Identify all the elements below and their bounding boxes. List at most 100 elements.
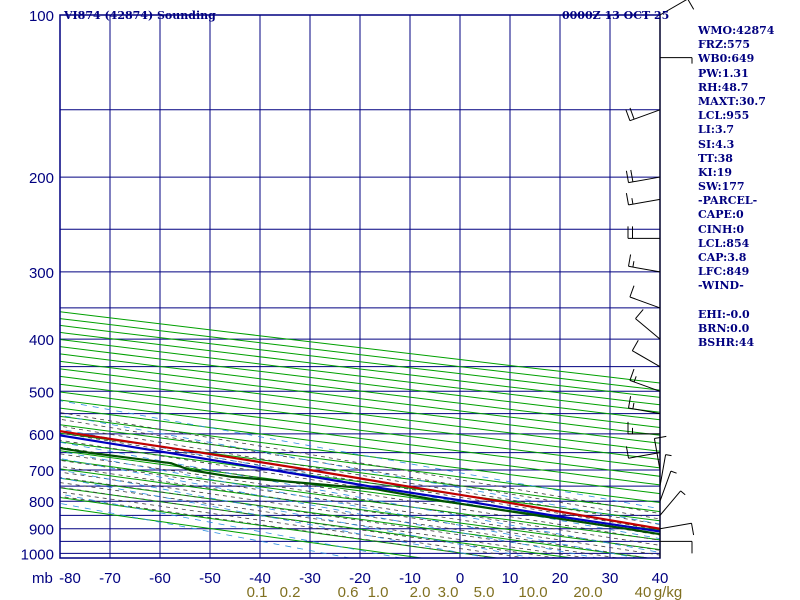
moist-adiabat — [60, 425, 660, 525]
wind-barb-shaft — [659, 0, 687, 16]
mixing-ratio-line — [60, 493, 403, 558]
index-item: EHI:-0.0 — [698, 307, 750, 321]
index-item: WMO:42874 — [698, 24, 775, 37]
dry-adiabat — [60, 318, 660, 391]
mixing-ratio-label: g/kg — [654, 584, 682, 600]
dry-adiabat — [60, 383, 660, 460]
wind-barb-flag — [629, 285, 635, 298]
wind-barb — [659, 490, 686, 516]
wind-barb-shaft — [653, 438, 661, 471]
wind-barb-flag — [654, 435, 667, 439]
wind-barb-shaft — [635, 318, 661, 340]
y-tick-label: 100 — [29, 8, 54, 25]
moist-adiabat — [60, 495, 500, 558]
dry-adiabat — [60, 311, 660, 384]
moist-adiabat — [60, 491, 530, 558]
moist-adiabat — [60, 477, 621, 558]
chart-time: 0000Z 13 OCT 25 — [562, 9, 670, 22]
y-tick-label: 700 — [29, 463, 54, 480]
y-tick-label: 500 — [29, 384, 54, 401]
mixing-ratio-label: 0.2 — [280, 584, 301, 600]
wind-barb — [625, 107, 661, 122]
mixing-ratio-label: 2.0 — [410, 584, 431, 600]
moist-adiabat — [60, 453, 660, 546]
wind-barb-shaft — [628, 407, 661, 415]
wind-barb-flag — [628, 396, 632, 409]
x-tick-label: -50 — [199, 570, 221, 587]
index-item: LFC:849 — [698, 265, 750, 279]
dry-adiabat — [60, 368, 660, 444]
index-item: SI:4.3 — [698, 137, 735, 151]
wind-barb — [653, 435, 667, 471]
wind-barb-flag — [625, 446, 629, 459]
moist-adiabat — [60, 471, 652, 558]
y-tick-label: 900 — [29, 522, 54, 539]
wind-barb — [625, 169, 661, 184]
index-item: TT:38 — [698, 151, 733, 165]
wind-barb-flag — [635, 309, 644, 319]
wind-barb — [659, 454, 672, 487]
sounding-indices-panel: WMO:42874 FRZ:575 WB0:649 PW:1.31 RH:48.7 MAX… — [698, 24, 798, 350]
wind-barb-shaft — [659, 454, 667, 487]
dry-adiabat — [60, 346, 660, 421]
wind-barb — [631, 340, 661, 368]
dry-adiabat — [60, 415, 660, 495]
wind-barb-flag — [631, 340, 639, 351]
parcel-profile — [60, 434, 660, 533]
dry-adiabat — [60, 497, 501, 558]
x-tick-label: 10 — [502, 570, 519, 587]
wind-barb — [627, 226, 661, 239]
grid-layer — [60, 15, 660, 558]
dewpoint-profile — [60, 447, 660, 536]
wind-barb — [659, 470, 677, 502]
wind-barb-shaft — [628, 198, 661, 206]
wind-barb-flag — [633, 376, 637, 383]
x-tick-label: -30 — [299, 570, 321, 587]
index-item: LCL:955 — [698, 109, 750, 123]
index-item: KI:19 — [698, 165, 733, 179]
index-item: RH:48.7 — [698, 80, 749, 94]
wind-barb — [659, 522, 695, 536]
mixing-ratio-line — [60, 469, 536, 558]
mixing-ratio-line — [60, 441, 660, 553]
moist-adiabat — [60, 465, 660, 556]
dry-adiabat — [60, 487, 577, 558]
mixing-ratio-label: 0.1 — [247, 584, 268, 600]
moist-adiabat — [60, 418, 660, 520]
wind-barb — [628, 254, 661, 273]
y-tick-label: 1000 — [21, 546, 54, 563]
wind-barb-shaft — [659, 470, 672, 502]
dry-adiabat — [60, 459, 660, 541]
wind-barb-flag — [680, 490, 686, 496]
mixing-ratio-label: 5.0 — [474, 584, 495, 600]
index-item: CINH:0 — [698, 222, 745, 236]
index-item: LCL:854 — [698, 236, 750, 250]
wind-barb-shaft — [629, 379, 661, 392]
wind-barb — [629, 285, 661, 309]
wind-barb — [659, 540, 693, 554]
wind-barb — [628, 396, 661, 415]
index-item: -WIND- — [698, 279, 744, 293]
dry-adiabat — [60, 424, 660, 504]
x-tick-label: 20 — [552, 570, 569, 587]
wind-barb-shaft — [628, 265, 661, 273]
index-item: PW:1.31 — [698, 66, 749, 80]
index-item: MAXT:30.7 — [698, 94, 766, 108]
mixing-ratio-label: 1.0 — [368, 584, 389, 600]
x-tick-label: -80 — [59, 570, 81, 587]
moist-adiabat — [60, 486, 560, 558]
index-item: BRN:0.0 — [698, 321, 750, 335]
wind-barb-flag — [632, 402, 635, 409]
dry-adiabat — [60, 432, 660, 513]
wind-barb — [659, 57, 693, 64]
mixing-ratio-label: 3.0 — [438, 584, 459, 600]
wind-barb-flag — [625, 193, 629, 205]
wind-barb-flag — [665, 454, 672, 457]
dry-adiabat — [60, 331, 660, 406]
y-tick-label: 800 — [29, 494, 54, 511]
moist-adiabat — [60, 432, 660, 531]
index-item: WB0:649 — [698, 52, 755, 66]
wind-barb-shaft — [632, 350, 661, 368]
